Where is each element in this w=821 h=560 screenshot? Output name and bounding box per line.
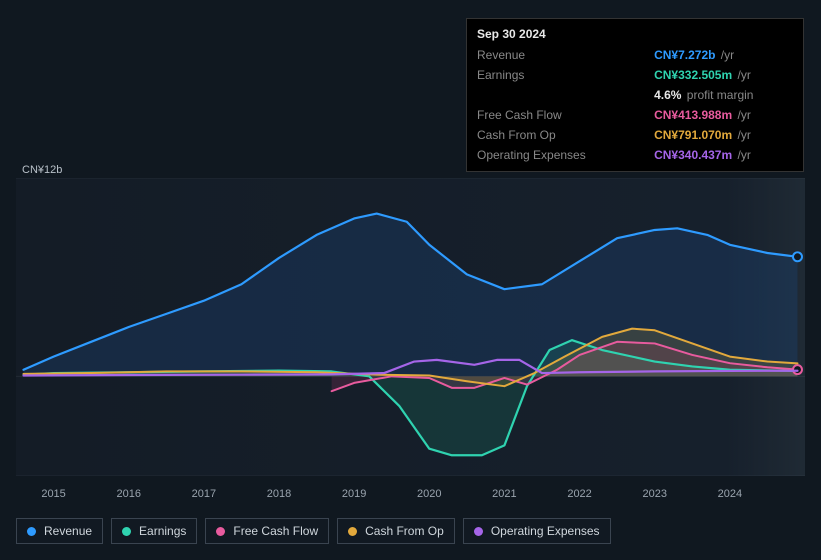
tooltip-table: RevenueCN¥7.272b /yrEarningsCN¥332.505m … (477, 45, 793, 165)
tooltip-metric-value: 4.6% profit margin (654, 85, 793, 105)
tooltip-date: Sep 30 2024 (477, 25, 793, 43)
legend-item-cfo[interactable]: Cash From Op (337, 518, 455, 544)
x-tick-label: 2020 (417, 488, 441, 500)
legend-swatch (216, 527, 225, 536)
x-tick-label: 2019 (342, 488, 366, 500)
chart-tooltip: Sep 30 2024 RevenueCN¥7.272b /yrEarnings… (466, 18, 804, 172)
x-tick-label: 2015 (41, 488, 65, 500)
tooltip-metric-label: Earnings (477, 65, 654, 85)
x-tick-label: 2022 (567, 488, 591, 500)
chart-svg (16, 179, 805, 475)
legend-label: Earnings (139, 524, 186, 538)
legend-label: Operating Expenses (491, 524, 600, 538)
x-tick-label: 2021 (492, 488, 516, 500)
tooltip-metric-label: Operating Expenses (477, 145, 654, 165)
legend-swatch (474, 527, 483, 536)
legend-label: Revenue (44, 524, 92, 538)
tooltip-metric-label: Cash From Op (477, 125, 654, 145)
x-tick-label: 2024 (718, 488, 742, 500)
legend-label: Free Cash Flow (233, 524, 318, 538)
legend-swatch (348, 527, 357, 536)
x-tick-label: 2016 (116, 488, 140, 500)
tooltip-metric-value: CN¥7.272b /yr (654, 45, 793, 65)
tooltip-metric-label: Free Cash Flow (477, 105, 654, 125)
legend-label: Cash From Op (365, 524, 444, 538)
tooltip-metric-value: CN¥413.988m /yr (654, 105, 793, 125)
tooltip-metric-value: CN¥340.437m /yr (654, 145, 793, 165)
plot-area[interactable] (16, 178, 805, 476)
legend-item-fcf[interactable]: Free Cash Flow (205, 518, 329, 544)
tooltip-metric-value: CN¥332.505m /yr (654, 65, 793, 85)
tooltip-metric-label: Revenue (477, 45, 654, 65)
x-tick-label: 2018 (267, 488, 291, 500)
legend-item-opex[interactable]: Operating Expenses (463, 518, 611, 544)
legend-item-earnings[interactable]: Earnings (111, 518, 197, 544)
series-end-dot-revenue (793, 252, 802, 261)
series-end-dot-fcf (793, 365, 802, 374)
tooltip-metric-value: CN¥791.070m /yr (654, 125, 793, 145)
legend-swatch (27, 527, 36, 536)
legend-swatch (122, 527, 131, 536)
chart-legend: Revenue Earnings Free Cash Flow Cash From O… (16, 518, 611, 544)
x-tick-label: 2023 (642, 488, 666, 500)
legend-item-revenue[interactable]: Revenue (16, 518, 103, 544)
tooltip-metric-label (477, 85, 654, 105)
x-tick-label: 2017 (192, 488, 216, 500)
